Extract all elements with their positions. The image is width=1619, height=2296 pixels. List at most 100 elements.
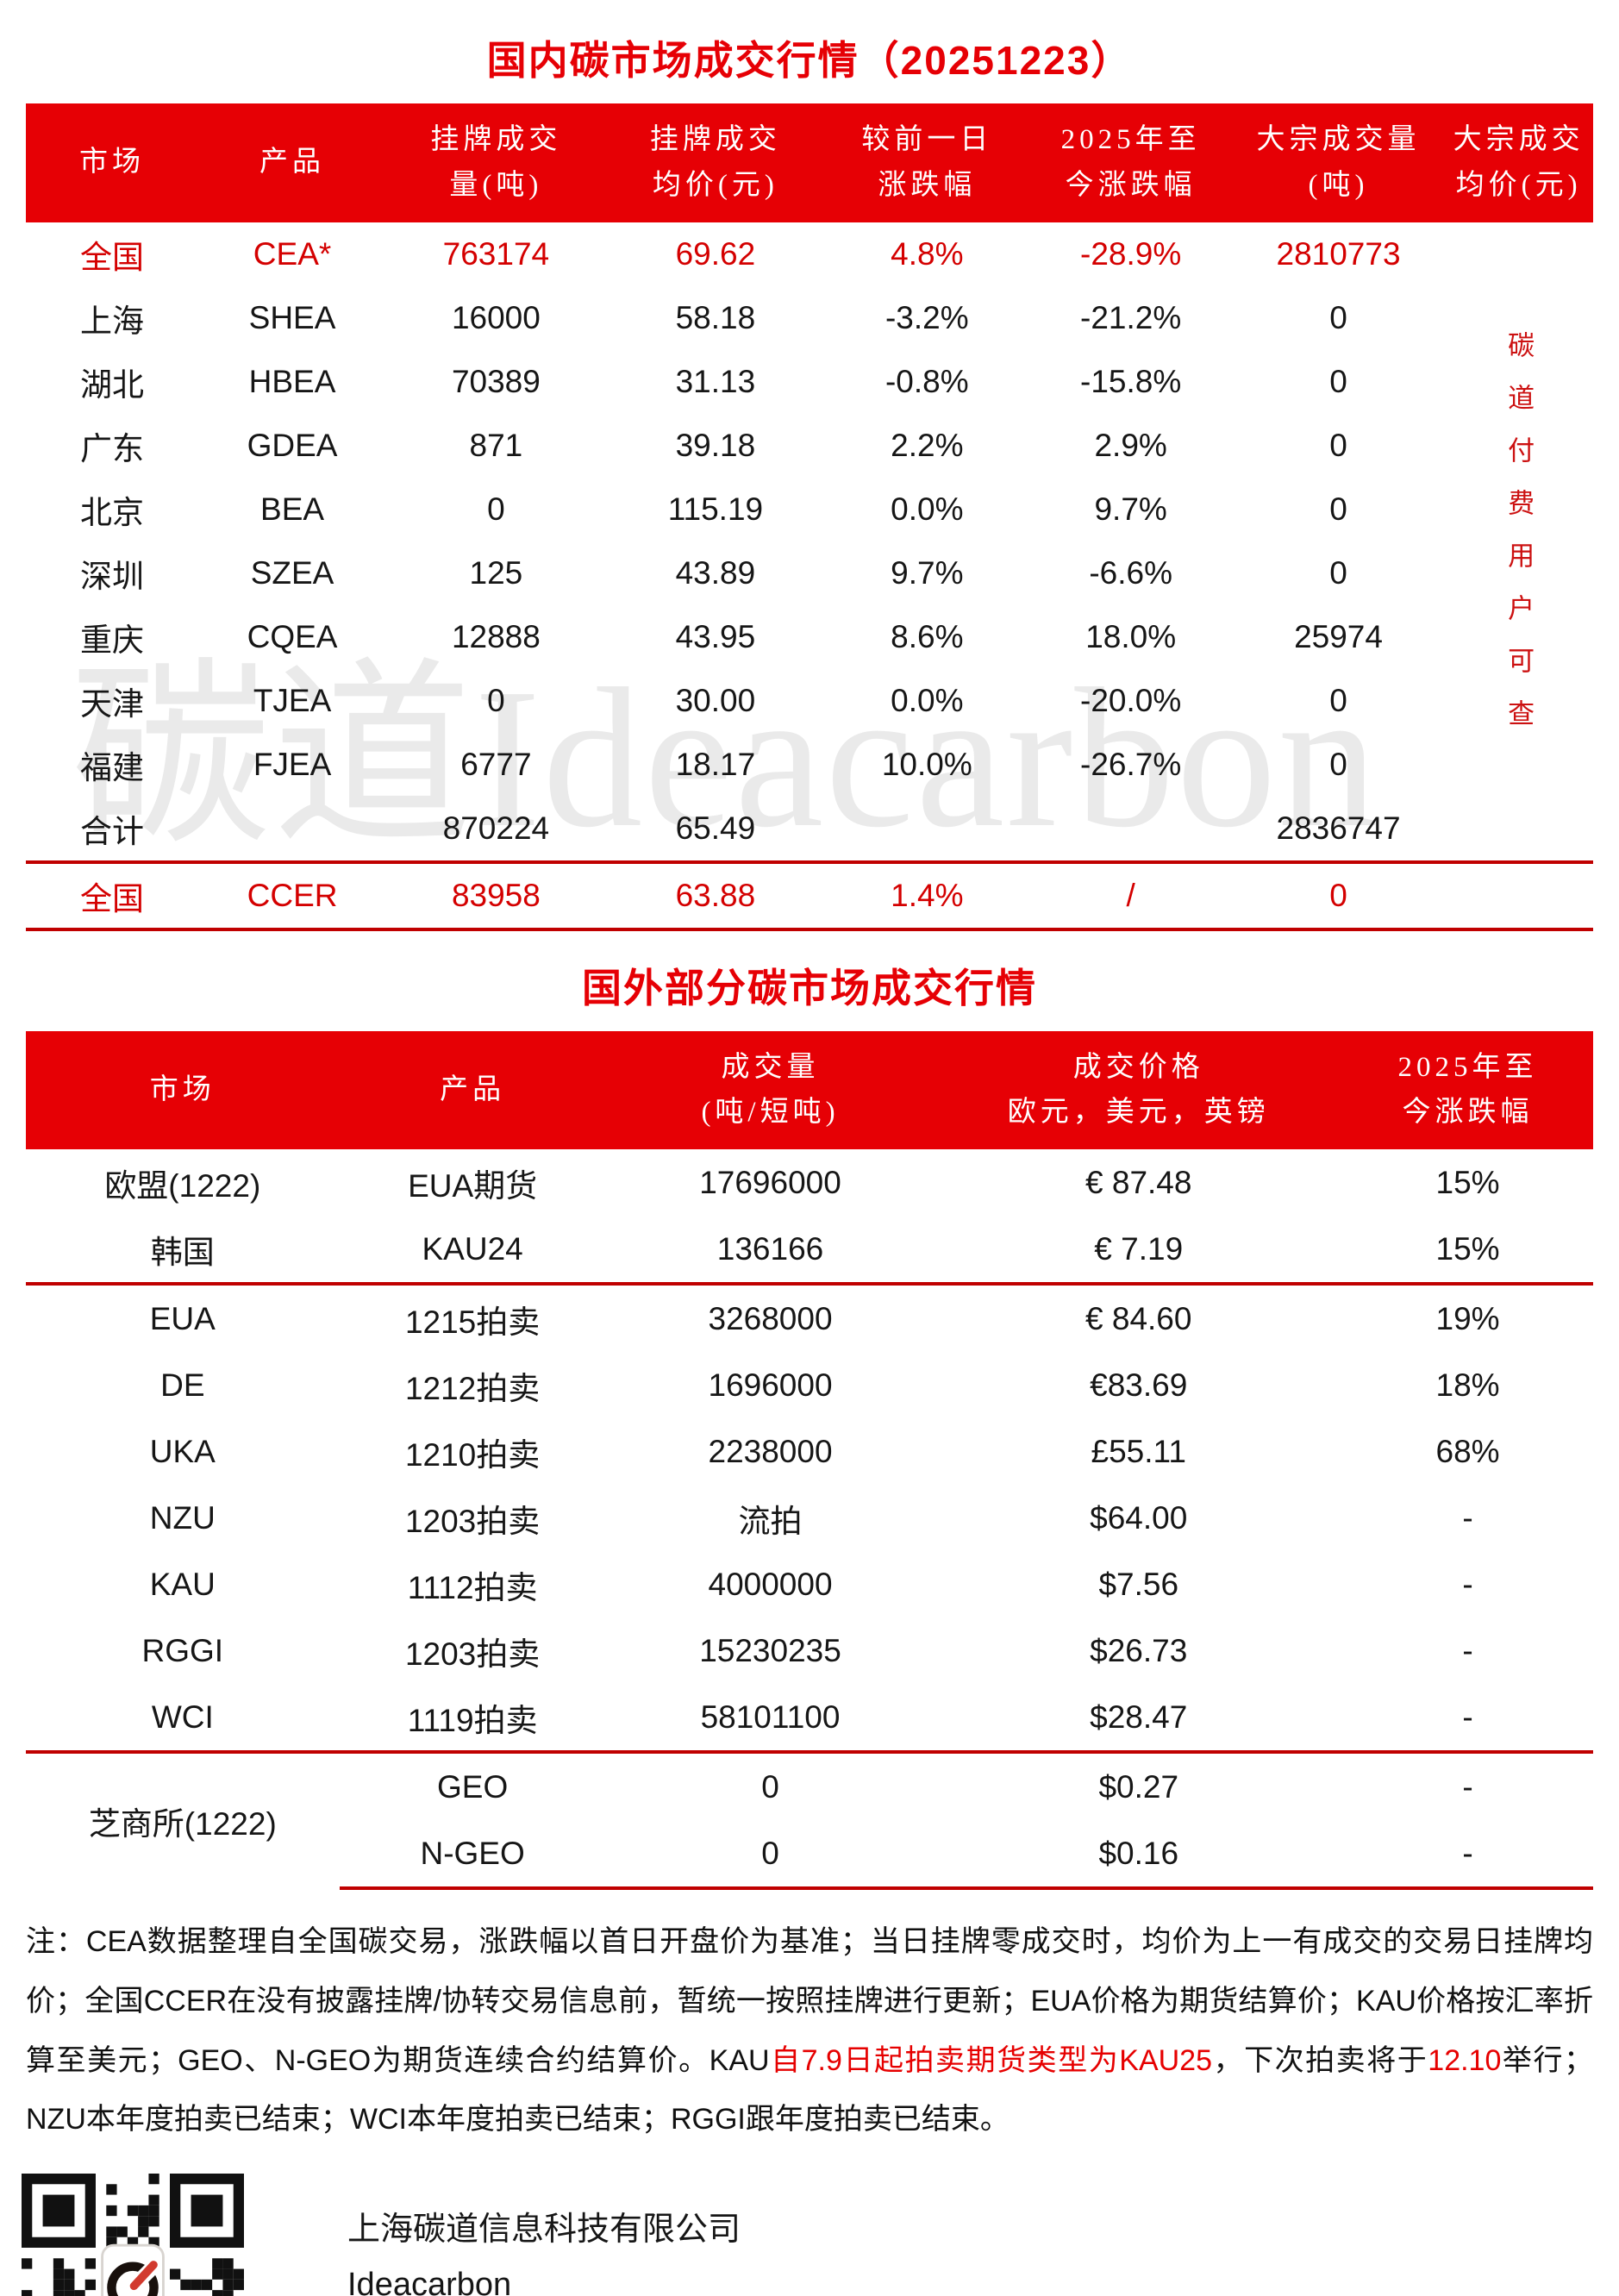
cell-market: 上海 bbox=[79, 303, 144, 339]
cell-product: CQEA bbox=[247, 618, 338, 654]
qr-code bbox=[22, 2173, 244, 2296]
cell-vol: 12888 bbox=[451, 618, 541, 654]
table-row: UKA 1210拍卖 2238000 £55.11 68% bbox=[26, 1418, 1593, 1485]
cell-market: 全国 bbox=[26, 861, 198, 931]
cell-product: GDEA bbox=[247, 427, 338, 463]
table-row: N-GEO 0 $0.16- bbox=[26, 1820, 1593, 1891]
cell-ytd: -26.7% bbox=[1080, 746, 1182, 782]
cell-market: 欧盟(1222) bbox=[104, 1167, 261, 1204]
cell-ytd: 15% bbox=[1435, 1164, 1500, 1200]
cell-vol: 70389 bbox=[451, 363, 541, 399]
cell-avg: 39.18 bbox=[675, 427, 756, 463]
cell-block_vol: 0 bbox=[1329, 682, 1347, 718]
cell-avg: 43.89 bbox=[675, 554, 756, 591]
cell-vol: 0 bbox=[487, 682, 505, 718]
cell-price: $64.00 bbox=[1090, 1499, 1188, 1536]
cell-block_vol: 0 bbox=[1329, 746, 1347, 782]
cell-product bbox=[197, 796, 387, 864]
cell-ytd: - bbox=[1462, 1768, 1473, 1805]
cell-day: 2.2% bbox=[891, 427, 964, 463]
cell-vol: 16000 bbox=[451, 299, 541, 335]
cell-ytd: -21.2% bbox=[1080, 299, 1182, 335]
table-row: 合计 870224 65.49 2836747 bbox=[26, 796, 1593, 864]
cell-product: BEA bbox=[260, 491, 325, 527]
cell-price: $0.16 bbox=[935, 1820, 1343, 1891]
cell-day: 4.8% bbox=[891, 235, 964, 272]
footnote-text: 注：CEA数据整理自全国碳交易，涨跌幅以首日开盘价为基准；当日挂牌零成交时，均价… bbox=[26, 1925, 1593, 2077]
cell-day: 9.7% bbox=[891, 554, 964, 591]
cell-ytd: / bbox=[1028, 861, 1233, 931]
cell-day bbox=[825, 796, 1029, 864]
column-header: 较前一日 涨跌幅 bbox=[825, 103, 1029, 222]
cell-product: 1203拍卖 bbox=[404, 1636, 541, 1672]
column-header: 市场 bbox=[26, 103, 198, 222]
footnote-text: 举行；NZU本年度拍卖已结束；WCI本年度拍卖已结束；RGGI跟年度拍卖已结束。 bbox=[26, 2043, 1593, 2136]
cell-avg: 65.49 bbox=[605, 796, 826, 864]
cell-market: 深圳 bbox=[79, 558, 144, 594]
cell-market: EUA bbox=[149, 1300, 216, 1336]
table-row: 天津 TJEA 0 30.00 0.0% -20.0% 0 bbox=[26, 669, 1593, 733]
footnote-text: ，下次拍卖将于 bbox=[1212, 2043, 1428, 2077]
foreign-title: 国外部分碳市场成交行情 bbox=[582, 965, 1037, 1010]
column-header: 2025年至 今涨跌幅 bbox=[1028, 103, 1233, 222]
cell-price: $26.73 bbox=[1090, 1632, 1188, 1668]
cell-ytd: 9.7% bbox=[1094, 491, 1167, 527]
footnote: 注：CEA数据整理自全国碳交易，涨跌幅以首日开盘价为基准；当日挂牌零成交时，均价… bbox=[26, 1912, 1593, 2149]
cell-market: 北京 bbox=[79, 494, 144, 530]
paid-users-note-cell: 碳道付费用户可查 bbox=[1444, 286, 1593, 797]
cell-block_vol: 0 bbox=[1329, 427, 1347, 463]
cell-vol: 0 bbox=[605, 1820, 935, 1891]
footer: 上海碳道信息科技有限公司 Ideacarbon 关注 碳道公众号 获取更多数据 bbox=[0, 2149, 1619, 2296]
cell-market: RGGI bbox=[141, 1632, 224, 1668]
table-row: EUA 1215拍卖 3268000 € 84.60 19% bbox=[26, 1284, 1593, 1352]
cell-ytd: 18% bbox=[1435, 1367, 1500, 1403]
column-header: 产品 bbox=[339, 1030, 606, 1150]
cell-ytd: -15.8% bbox=[1080, 363, 1182, 399]
table-row: KAU 1112拍卖 4000000 $7.56 - bbox=[26, 1551, 1593, 1617]
cell-block_vol: 0 bbox=[1329, 299, 1347, 335]
cell-product: N-GEO bbox=[339, 1820, 606, 1891]
cell-market: 韩国 bbox=[26, 1216, 340, 1286]
cell-market: NZU bbox=[149, 1499, 216, 1536]
table-row: 广东 GDEA 871 39.18 2.2% 2.9% 0 bbox=[26, 414, 1593, 478]
cell-ytd: 18.0% bbox=[1085, 618, 1177, 654]
column-header: 挂牌成交 量(吨) bbox=[386, 103, 606, 222]
cell-vol: 0 bbox=[487, 491, 505, 527]
cell-price: £55.11 bbox=[1091, 1433, 1186, 1469]
cell-avg: 18.17 bbox=[675, 746, 756, 782]
cell-price: €83.69 bbox=[1090, 1367, 1188, 1403]
table-row: 重庆 CQEA 12888 43.95 8.6% 18.0% 25974 bbox=[26, 605, 1593, 669]
cell-day: 10.0% bbox=[881, 746, 972, 782]
company-name: 上海碳道信息科技有限公司 bbox=[347, 2211, 741, 2248]
cell-vol: 0 bbox=[761, 1768, 779, 1805]
cell-vol: 763174 bbox=[442, 235, 550, 272]
column-header: 挂牌成交 均价(元) bbox=[605, 103, 826, 222]
cell-market: UKA bbox=[149, 1433, 216, 1469]
cell-ytd: - bbox=[1462, 1499, 1473, 1536]
cell-market: WCI bbox=[26, 1684, 340, 1755]
cell-price: $28.47 bbox=[935, 1684, 1343, 1755]
table-row: 欧盟(1222) EUA期货 17696000 € 87.48 15% bbox=[26, 1149, 1593, 1216]
table-row: WCI 1119拍卖 58101100 $28.47- bbox=[26, 1684, 1593, 1755]
cell-ytd: 68% bbox=[1435, 1433, 1500, 1469]
table-row: 湖北 HBEA 70389 31.13 -0.8% -15.8% 0 bbox=[26, 350, 1593, 414]
column-header: 2025年至 今涨跌幅 bbox=[1342, 1030, 1593, 1150]
cell-avg: 31.13 bbox=[675, 363, 756, 399]
cell-product: 1112拍卖 bbox=[407, 1569, 538, 1605]
cell-ytd: -6.6% bbox=[1089, 554, 1172, 591]
column-header: 成交量 (吨/短吨) bbox=[605, 1030, 935, 1150]
cell-product: EUA期货 bbox=[408, 1167, 538, 1204]
cell-vol: 17696000 bbox=[699, 1164, 841, 1200]
cell-avg: 69.62 bbox=[675, 235, 756, 272]
cell-day: 0.0% bbox=[891, 682, 964, 718]
cell-product: 1215拍卖 bbox=[404, 1304, 541, 1340]
table-row: 上海 SHEA 16000 58.18 -3.2% -21.2% 0 碳道付费用户可查 bbox=[26, 286, 1593, 752]
cell-block_avg bbox=[1444, 222, 1593, 286]
footnote-highlight: 自7.9日起拍卖期货类型为KAU25 bbox=[769, 2043, 1212, 2077]
cell-product: SZEA bbox=[250, 554, 334, 591]
cell-vol: 870224 bbox=[386, 796, 606, 864]
cell-product: CCER bbox=[197, 861, 387, 931]
table-row: 韩国 KAU24 136166 € 7.19 15% bbox=[26, 1216, 1593, 1286]
cell-vol: 83958 bbox=[386, 861, 606, 931]
cell-market: 全国 bbox=[79, 239, 144, 275]
